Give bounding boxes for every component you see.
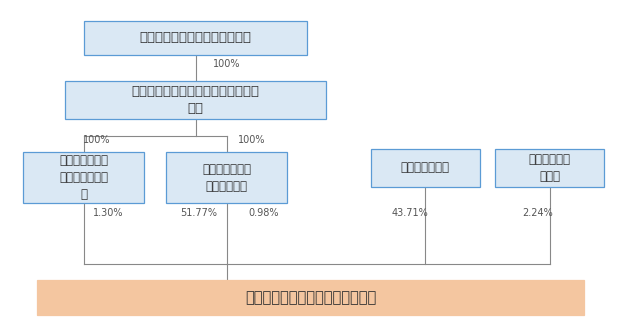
Text: 100%: 100%	[83, 135, 110, 145]
Text: 1.30%: 1.30%	[93, 208, 124, 218]
FancyBboxPatch shape	[84, 20, 307, 55]
Text: 0.98%: 0.98%	[248, 208, 279, 218]
Text: 100%: 100%	[238, 135, 265, 145]
Text: 中国技术进出口
集团有限公司: 中国技术进出口 集团有限公司	[202, 163, 251, 193]
FancyBboxPatch shape	[371, 149, 479, 187]
Text: 国务院国有资产监督管理委员会: 国务院国有资产监督管理委员会	[140, 31, 252, 44]
FancyBboxPatch shape	[65, 82, 326, 119]
FancyBboxPatch shape	[37, 280, 584, 315]
Text: 43.71%: 43.71%	[391, 208, 428, 218]
FancyBboxPatch shape	[24, 152, 145, 203]
Text: 2.24%: 2.24%	[522, 208, 553, 218]
Text: 中国汽车工程研究院股份有限公司: 中国汽车工程研究院股份有限公司	[245, 290, 376, 305]
FancyBboxPatch shape	[166, 152, 287, 203]
Text: 51.77%: 51.77%	[180, 208, 217, 218]
Text: 中国通用技术（集团）控股有限责任
公司: 中国通用技术（集团）控股有限责任 公司	[132, 85, 260, 115]
Text: 股权激励计划
限售股: 股权激励计划 限售股	[528, 153, 571, 183]
Text: 其他社会公众股: 其他社会公众股	[401, 161, 450, 174]
FancyBboxPatch shape	[496, 149, 604, 187]
Text: 中国机械进出口
（集团）有限公
司: 中国机械进出口 （集团）有限公 司	[60, 154, 108, 201]
Text: 100%: 100%	[213, 59, 240, 69]
